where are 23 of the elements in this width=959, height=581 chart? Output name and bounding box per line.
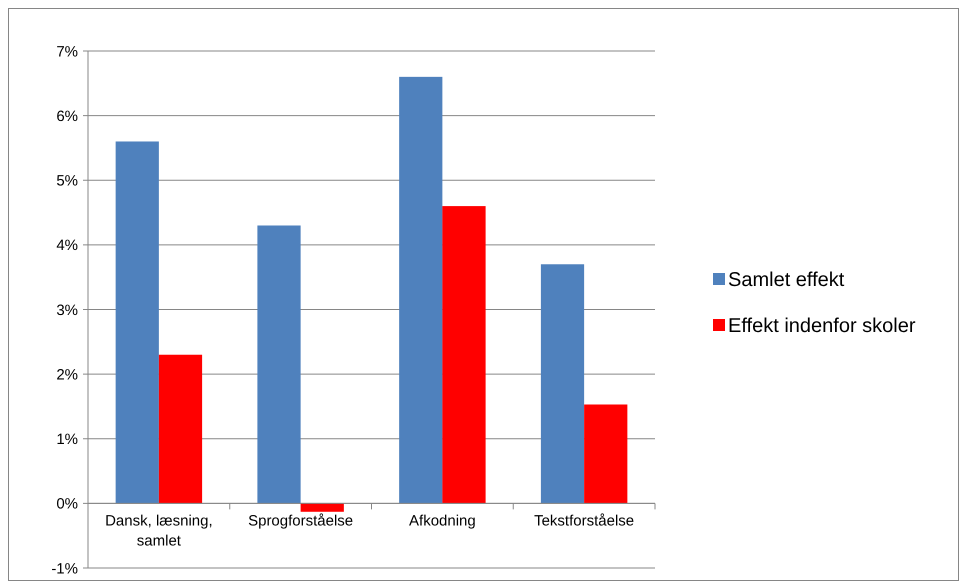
x-tick-label: Afkodning — [409, 512, 476, 530]
bar — [584, 404, 628, 504]
y-tick-label: 5% — [56, 172, 78, 190]
bar — [257, 225, 301, 504]
x-tick-label: Dansk, læsning, samlet — [105, 512, 213, 550]
y-tick-label: 2% — [56, 366, 78, 384]
bar — [399, 76, 442, 504]
x-tick-label: Sprogforståelse — [248, 512, 354, 530]
y-tick-label: 7% — [56, 43, 78, 60]
y-tick-label: 3% — [56, 302, 78, 319]
y-tick-label: 4% — [56, 237, 78, 254]
y-tick-label: -1% — [51, 560, 78, 578]
bar — [442, 206, 486, 504]
bar — [158, 354, 202, 504]
y-tick-label: 0% — [56, 496, 78, 513]
bar — [300, 503, 344, 512]
bar — [116, 141, 159, 504]
legend-label: Effekt indenfor skoler — [728, 315, 916, 337]
y-tick-label: 1% — [56, 431, 78, 448]
y-tick-label: 6% — [56, 108, 78, 125]
x-tick-label: Tekstforståelse — [534, 512, 634, 530]
legend-label: Samlet effekt — [728, 269, 845, 291]
bar — [540, 264, 584, 504]
